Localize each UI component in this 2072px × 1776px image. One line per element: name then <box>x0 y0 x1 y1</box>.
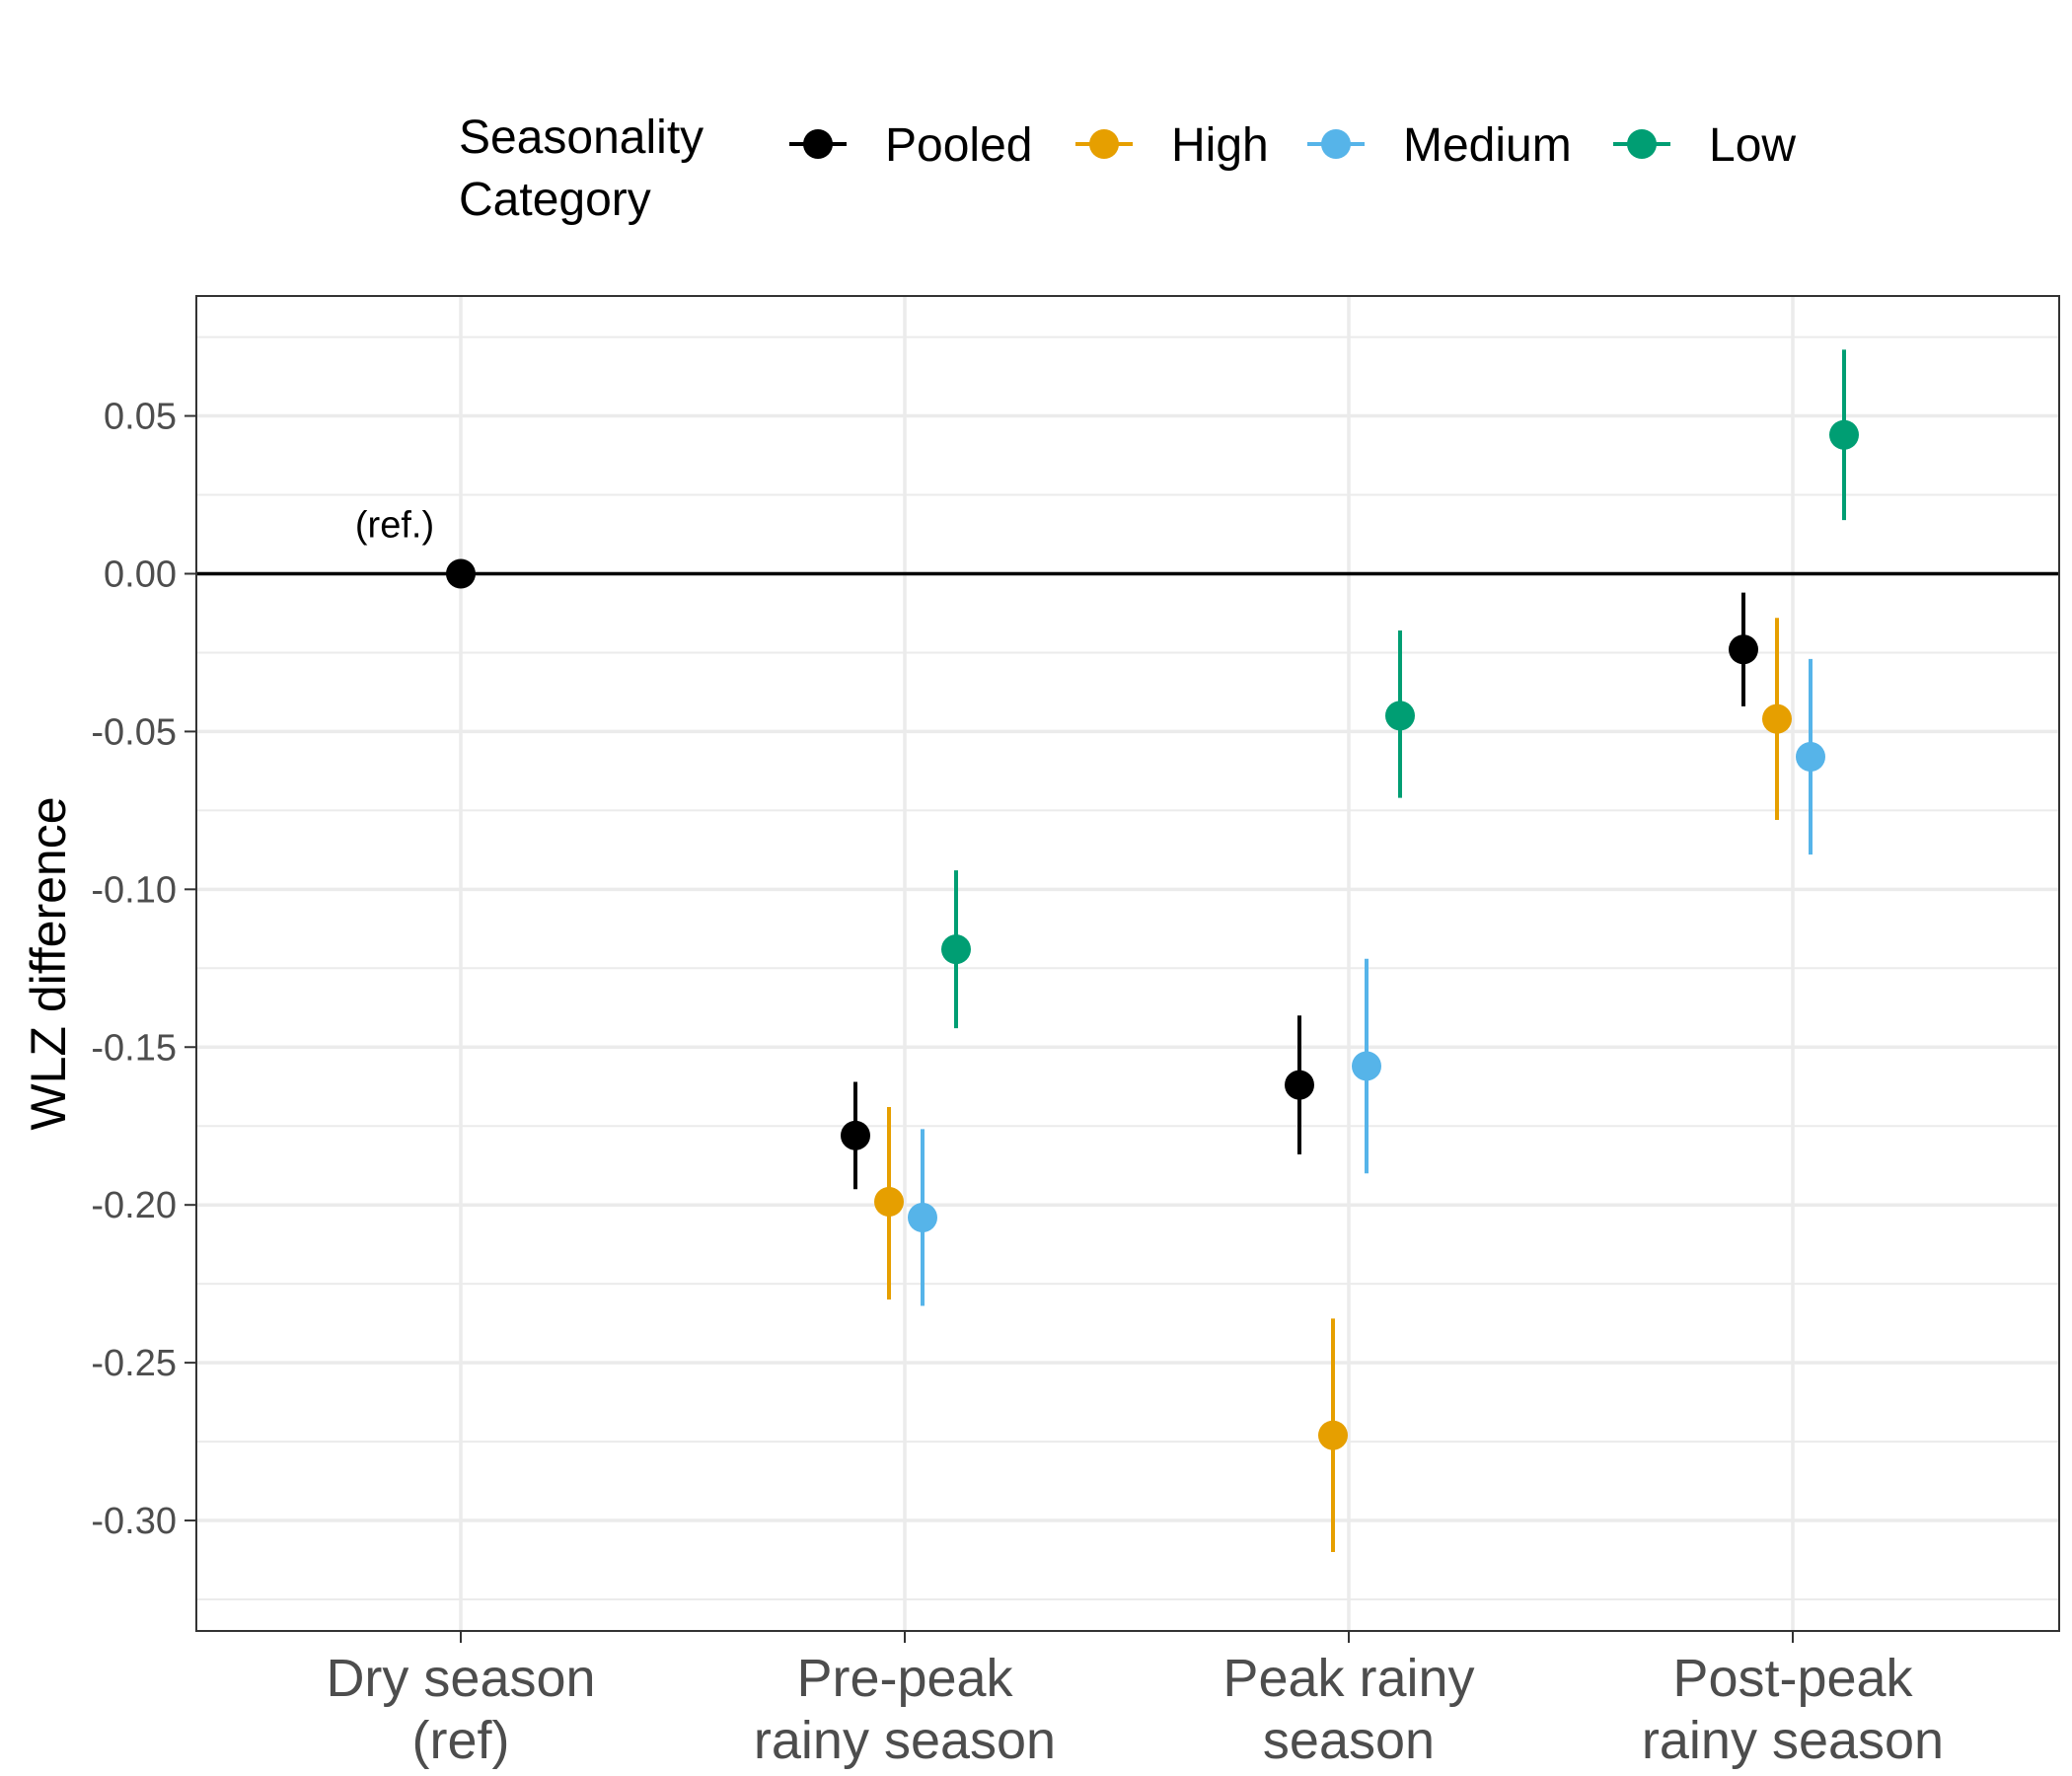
series-medium <box>908 658 1825 1306</box>
y-tick-label: -0.10 <box>91 869 177 911</box>
x-tick-label: rainy season <box>1642 1711 1944 1770</box>
legend-key-point <box>1089 129 1119 159</box>
legend-item-medium: Medium <box>1307 119 1572 172</box>
legend-title-line-1: Seasonality <box>459 111 703 164</box>
data-point <box>1729 634 1758 665</box>
legend-key-point <box>1321 129 1351 159</box>
y-tick-label: -0.25 <box>91 1343 177 1384</box>
legend-item-high: High <box>1075 119 1269 172</box>
y-axis-title: WLZ difference <box>21 796 76 1130</box>
data-point <box>1352 1051 1381 1081</box>
data-point <box>1285 1070 1314 1100</box>
legend-item-pooled: Pooled <box>789 119 1032 172</box>
panel-border <box>195 295 2060 1632</box>
data-point <box>1796 741 1825 772</box>
legend-label: Medium <box>1403 119 1572 172</box>
data-point <box>1385 701 1415 731</box>
data-points <box>446 349 1859 1553</box>
legend-label: Pooled <box>885 119 1032 172</box>
legend-title-line-2: Category <box>459 174 651 226</box>
x-tick-label: Post-peak <box>1672 1649 1913 1708</box>
x-tick-label: Pre-peak <box>796 1649 1013 1708</box>
data-point <box>1829 419 1859 450</box>
legend-items: Pooled High Medium Low <box>789 119 1796 172</box>
series-low <box>941 349 1859 1029</box>
legend: Seasonality Category Pooled High Medium Low <box>459 111 1796 226</box>
reference-annotation: (ref.) <box>355 504 434 546</box>
x-tick-label: rainy season <box>754 1711 1056 1770</box>
legend-item-low: Low <box>1613 119 1796 172</box>
legend-key-point <box>803 129 833 159</box>
x-tick-label: Dry season <box>326 1649 595 1708</box>
x-tick-label: season <box>1263 1711 1435 1770</box>
data-point <box>1318 1420 1348 1450</box>
legend-label: High <box>1171 119 1269 172</box>
legend-label: Low <box>1709 119 1796 172</box>
series-pooled <box>446 558 1758 1190</box>
data-point <box>908 1202 937 1232</box>
y-tick-label: -0.30 <box>91 1501 177 1542</box>
x-tick-label: Peak rainy <box>1222 1649 1474 1708</box>
data-point <box>841 1120 870 1150</box>
y-tick-label: -0.05 <box>91 711 177 753</box>
data-point <box>874 1186 904 1217</box>
y-tick-label: -0.15 <box>91 1027 177 1069</box>
data-point <box>941 934 971 965</box>
y-tick-label: 0.00 <box>104 554 177 595</box>
data-point <box>446 558 476 589</box>
y-tick-label: -0.20 <box>91 1185 177 1226</box>
series-high <box>874 618 1792 1553</box>
legend-key-point <box>1627 129 1657 159</box>
y-tick-label: 0.05 <box>104 397 177 438</box>
y-axis: 0.05 0.00 -0.05 -0.10 -0.15 -0.20 -0.25 -0.30 <box>91 397 196 1542</box>
gridlines <box>196 296 2059 1631</box>
x-tick-label: (ref) <box>412 1711 510 1770</box>
data-point <box>1762 703 1792 734</box>
